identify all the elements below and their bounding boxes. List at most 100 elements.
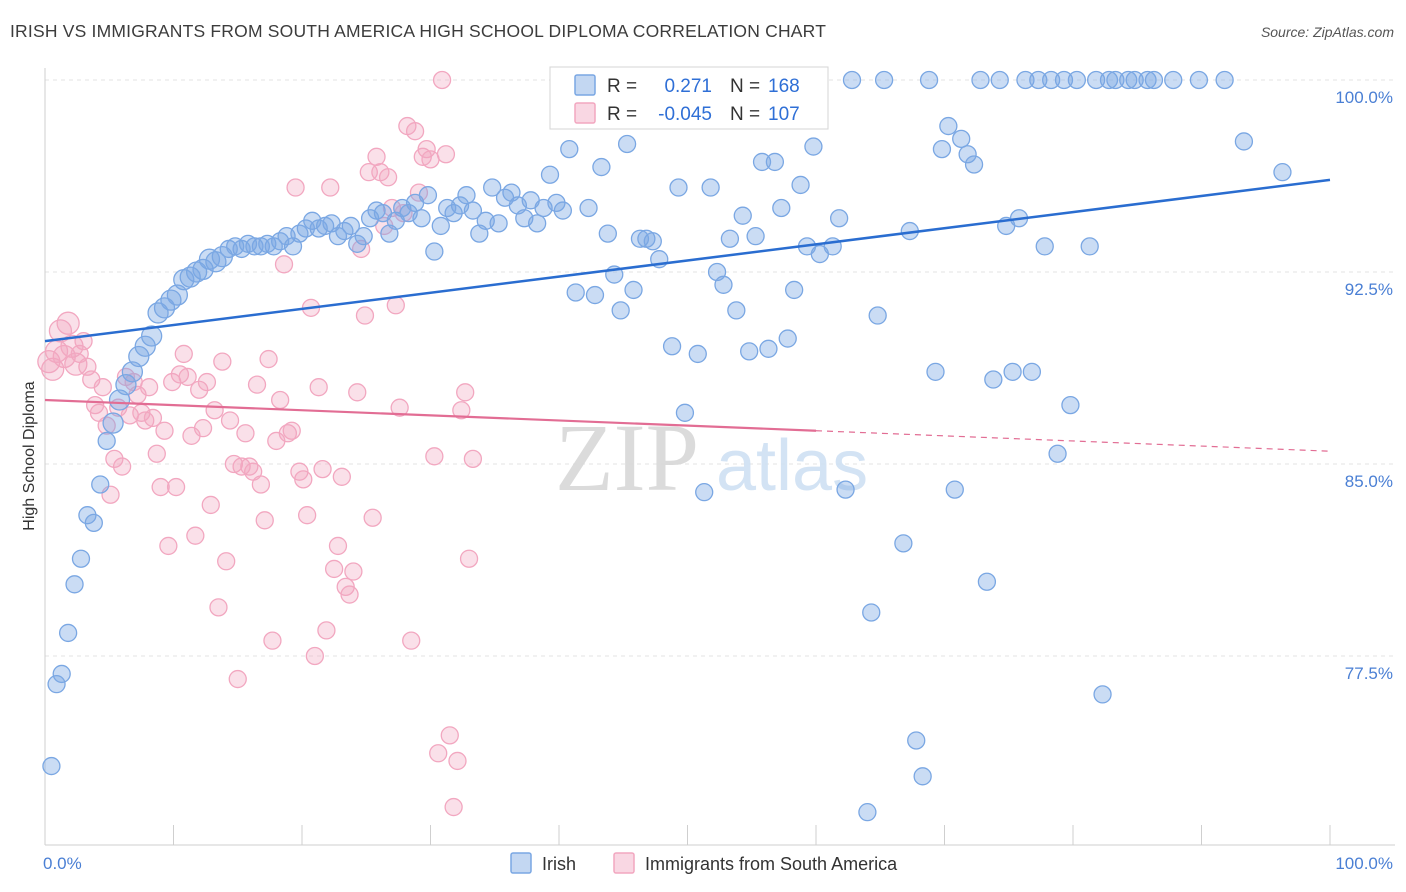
sa-point-28	[147, 444, 166, 463]
irish-point-128	[913, 767, 932, 786]
irish-point-142	[1003, 362, 1022, 381]
watermark-atlas: atlas	[716, 426, 868, 506]
irish-point-10	[102, 412, 124, 434]
sa-point-78	[340, 585, 359, 604]
irish-point-112	[778, 329, 797, 348]
gridlines	[45, 79, 1395, 657]
sa-point-88	[378, 168, 398, 187]
irish-point-146	[1029, 70, 1048, 90]
irish-point-150	[1054, 70, 1074, 90]
sa-points	[37, 70, 483, 817]
legend-r-value-sa: -0.045	[658, 104, 712, 125]
irish-point-105	[733, 206, 752, 225]
irish-point-104	[727, 301, 746, 320]
sa-point-58	[263, 631, 282, 650]
legend-n-value-irish: 168	[768, 76, 800, 97]
irish-point-119	[829, 209, 849, 228]
irish-point-140	[990, 70, 1009, 90]
irish-point-89	[617, 134, 637, 154]
sa-point-50	[232, 457, 251, 476]
irish-point-114	[791, 175, 810, 195]
sa-point-42	[201, 495, 220, 515]
irish-point-156	[1099, 70, 1119, 90]
irish-point-139	[984, 370, 1003, 389]
irish-point-69	[483, 178, 502, 197]
bottom-legend: Irish Immigrants from South America	[510, 852, 898, 874]
sa-point-105	[444, 797, 463, 817]
sa-point-66	[294, 470, 313, 489]
irish-point-110	[765, 152, 785, 172]
irish-point-9	[97, 431, 116, 451]
irish-point-132	[939, 116, 958, 136]
irish-point-70	[489, 214, 508, 233]
sa-point-61	[274, 255, 294, 274]
sa-trend-line-extrapolated	[815, 430, 1331, 452]
irish-point-109	[759, 339, 778, 358]
axes	[44, 68, 1395, 846]
sa-point-55	[251, 475, 271, 494]
irish-point-107	[746, 227, 765, 246]
irish-point-152	[1067, 70, 1087, 90]
irish-trend-line	[44, 178, 1331, 343]
irish-point-5	[71, 549, 91, 568]
irish-point-1	[47, 675, 66, 694]
sa-point-67	[297, 506, 317, 525]
irish-point-60	[425, 242, 444, 261]
irish-point-2	[52, 664, 71, 684]
sa-point-74	[324, 559, 344, 579]
sa-point-102	[432, 70, 452, 90]
y-tick-labels: 77.5% 85.0% 92.5% 100.0%	[1335, 88, 1393, 683]
irish-point-3	[58, 623, 78, 643]
sa-point-104	[440, 726, 459, 745]
sa-point-76	[332, 467, 351, 486]
sa-point-27	[143, 408, 163, 428]
irish-point-161	[1144, 70, 1164, 90]
sa-point-51	[236, 424, 255, 443]
irish-point-163	[1189, 70, 1209, 90]
irish-point-12	[115, 373, 137, 396]
irish-point-130	[926, 362, 945, 381]
irish-point-108	[752, 152, 772, 172]
sa-point-90	[386, 296, 405, 315]
irish-point-66	[463, 201, 483, 220]
sa-point-47	[220, 411, 240, 430]
sa-point-72	[317, 621, 336, 640]
legend-n-label-sa: N =	[730, 104, 760, 125]
sa-point-14	[93, 378, 112, 397]
irish-point-78	[540, 165, 560, 184]
irish-point-15	[134, 335, 156, 357]
irish-point-123	[868, 306, 887, 325]
sa-point-94	[402, 631, 421, 650]
bottom-legend-label-sa: Immigrants from South America	[645, 854, 898, 874]
irish-point-7	[84, 513, 103, 533]
sa-point-91	[390, 398, 409, 417]
irish-point-155	[1093, 685, 1112, 704]
irish-point-81	[560, 139, 579, 159]
sa-point-46	[217, 552, 236, 571]
irish-point-165	[1234, 132, 1254, 151]
sa-point-63	[282, 421, 301, 440]
sa-point-38	[186, 526, 205, 545]
irish-point-96	[669, 178, 688, 197]
legend: R = 0.271 N = 168 R = -0.045 N = 107	[549, 66, 829, 130]
irish-point-65	[457, 186, 476, 205]
irish-point-102	[714, 275, 733, 294]
sa-point-100	[425, 447, 444, 466]
sa-point-110	[463, 449, 483, 469]
sa-point-98	[417, 139, 436, 159]
irish-point-88	[611, 301, 630, 320]
sa-point-64	[286, 178, 305, 197]
sa-point-33	[166, 477, 186, 497]
irish-point-61	[431, 216, 450, 236]
irish-point-124	[874, 70, 894, 90]
sa-point-79	[344, 562, 363, 581]
irish-point-120	[836, 480, 855, 499]
irish-point-131	[932, 139, 952, 159]
legend-r-label-irish: R =	[607, 76, 637, 97]
irish-point-129	[919, 70, 939, 90]
irish-point-82	[566, 283, 585, 302]
watermark-zip: ZIP	[555, 404, 699, 511]
irish-point-151	[1061, 395, 1080, 415]
sa-point-109	[459, 549, 479, 568]
sa-point-44	[209, 598, 228, 617]
